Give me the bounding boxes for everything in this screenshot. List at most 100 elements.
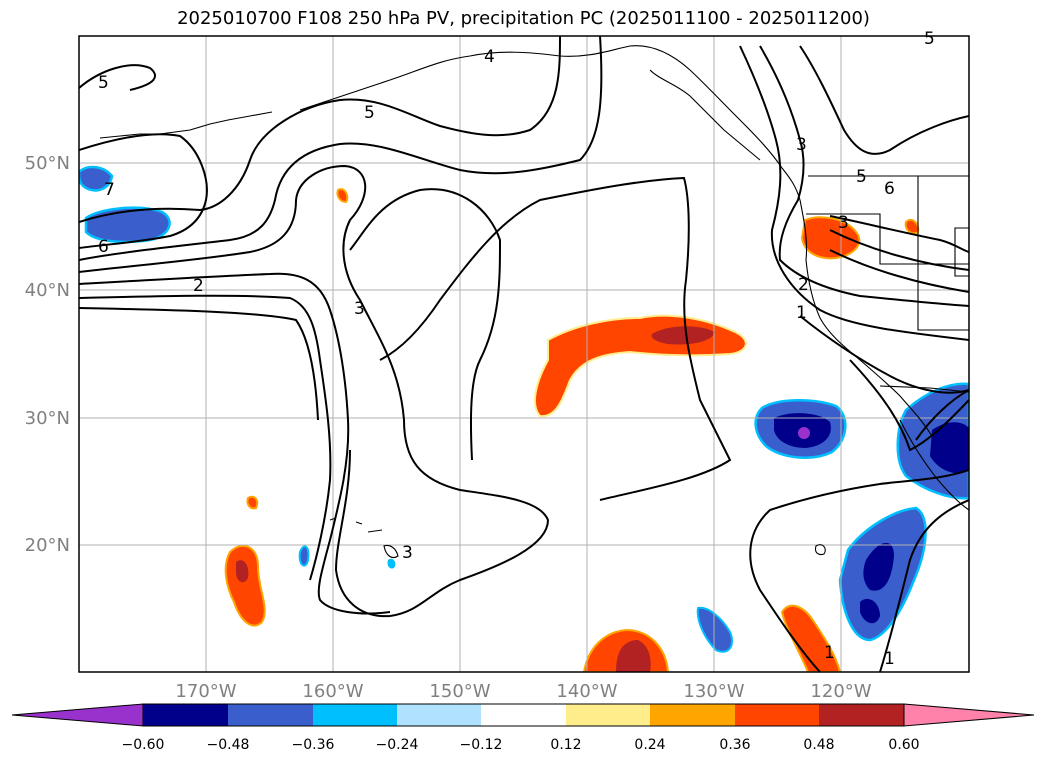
pv-contour-10 [379,176,732,501]
positive-anomaly-southwest-core [236,560,249,583]
pv-contour-18 [849,359,969,452]
lon-label: 160°W [302,681,363,702]
contour-label: 7 [104,180,115,200]
colorbar-tick-labels: −0.60 −0.48 −0.36 −0.24 −0.12 0.12 0.24 … [122,737,920,753]
contour-label: 2 [798,275,809,295]
lon-label: 170°W [175,681,236,702]
pv-contour-19 [749,469,969,672]
positive-anomaly-oregon-coast [800,216,861,260]
contour-label: 5 [98,73,109,93]
lat-label: 40°N [25,280,70,301]
coastline-west-coast [799,199,933,437]
latitude-labels: 50°N 40°N 30°N 20°N [25,153,70,556]
contour-labels: 5 5 4 7 6 2 3 3 3 3 5 6 2 1 1 1 5 [98,29,935,669]
colorbar-right-extension [903,703,1035,727]
negative-anomaly-east-pacific-peak [798,427,810,439]
negative-anomaly-far-west-north [79,165,114,192]
contour-label: 4 [484,47,495,67]
contour-label: 3 [354,299,365,319]
lon-label: 130°W [683,681,744,702]
pv-contour-8 [79,307,319,421]
border-us-mexico [879,385,969,393]
colorbar-tick: 0.60 [888,737,919,753]
colorbar: −0.60 −0.48 −0.36 −0.24 −0.12 0.12 0.24 … [11,703,1035,753]
pv-contour-12 [739,45,969,341]
contour-label: 2 [193,276,204,296]
lat-label: 20°N [25,535,70,556]
colorbar-left-extension [11,703,144,727]
lat-label: 30°N [25,408,70,429]
colorbar-tick: 0.48 [803,737,834,753]
positive-anomaly-southwest [224,544,266,627]
colorbar-segment [143,704,228,726]
negative-anomaly-baja-core [930,422,969,474]
longitude-labels: 170°W 160°W 150°W 140°W 130°W 120°W [175,681,871,702]
gridlines [79,36,969,672]
contour-label: 1 [796,303,807,323]
pv-contour-6 [79,272,391,615]
colorbar-tick: 0.24 [634,737,665,753]
coastline-canada-islands [649,69,761,161]
colorbar-segment [228,704,313,726]
pv-contour-16 [829,249,969,293]
contour-label: 5 [924,29,935,49]
negative-anomaly-small-hawaii-west [298,545,310,567]
positive-anomaly-idaho [904,218,920,235]
contour-label: 3 [402,543,413,563]
negative-anomaly-small-hawaii [387,558,396,569]
pv-contour-9 [349,188,502,461]
colorbar-segment [650,704,735,726]
border-states [806,176,969,331]
colorbar-frame [142,703,905,727]
negative-anomaly-south-central [696,606,734,653]
pv-contour-11 [759,45,969,307]
negative-anomaly-south-mexico-core [863,542,894,591]
pv-contour-1 [79,64,156,91]
contour-label: 1 [824,643,835,663]
lon-label: 120°W [810,681,871,702]
pv-contour-4 [79,36,603,261]
colorbar-tick: −0.24 [376,737,419,753]
colorbar-segment [481,704,566,726]
pv-contour-2 [79,133,208,249]
contour-label: 3 [796,135,807,155]
positive-anomaly-central-pacific-core [651,326,715,345]
lon-label: 140°W [556,681,617,702]
coastline-alaska [299,45,801,201]
precipitation-shading [79,165,969,672]
contour-label: 1 [884,649,895,669]
colorbar-segment [735,704,819,726]
colorbar-tick: −0.12 [460,737,503,753]
coastlines [99,45,969,559]
contour-label: 5 [364,103,375,123]
pv-contour-5 [79,164,550,618]
lon-label: 150°W [429,681,490,702]
colorbar-segment [566,704,650,726]
colorbar-tick: −0.36 [292,737,335,753]
pv-contour-17 [799,315,969,394]
contour-label: 3 [838,213,849,233]
coastline-pacific-island [814,544,826,556]
negative-anomaly-regions [79,165,969,653]
colorbar-segment [397,704,481,726]
pv-contour-20 [879,499,969,672]
contour-label: 6 [98,237,109,257]
colorbar-tick: −0.60 [122,737,165,753]
pv-contour-3 [79,36,561,223]
positive-anomaly-south-core [616,640,651,672]
positive-anomaly-regions [224,188,920,672]
colorbar-segment [313,704,397,726]
positive-anomaly-small-north [336,188,349,204]
pv-contour-14 [829,215,969,253]
lat-label: 50°N [25,153,70,174]
contour-label: 5 [856,167,867,187]
pv-contour-15 [829,229,969,271]
colorbar-tick: 0.36 [719,737,750,753]
negative-anomaly-south-mexico-core-2 [860,598,880,624]
map-title: 2025010700 F108 250 hPa PV, precipitatio… [177,8,870,29]
pv-contour-13 [799,45,969,155]
positive-anomaly-southeast [780,604,842,672]
pv-contour-21 [915,389,969,441]
pv-contour-7 [79,294,332,581]
pv-contours [79,36,969,672]
